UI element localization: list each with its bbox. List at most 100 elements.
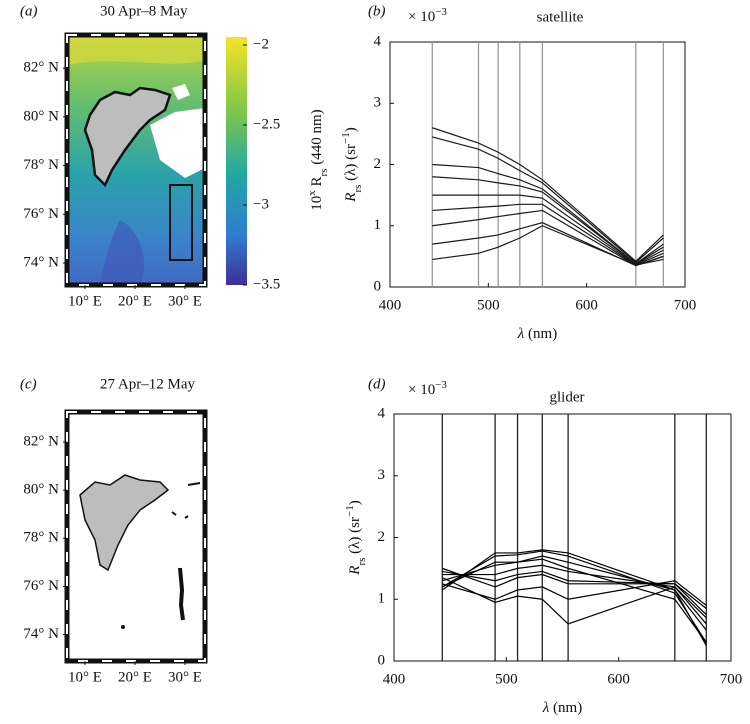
y-tick-label: 76° N — [23, 578, 59, 594]
colorbar-label-part: rs — [318, 168, 330, 176]
axis-multiplier: × 10−3 — [408, 6, 447, 26]
y-tick-label: 80° N — [23, 482, 59, 498]
colorbar-label-part: (440 nm) — [309, 109, 325, 168]
panel-label: (a) — [20, 3, 38, 19]
colorbar-label-part: R — [309, 176, 325, 190]
spectrum — [432, 176, 664, 265]
x-tick-label: 10° E — [68, 669, 102, 685]
y-tick-label: 3 — [378, 467, 386, 483]
x-tick-label: 500 — [495, 671, 518, 687]
colorbar-tick-label: −3.5 — [253, 276, 280, 292]
y-tick-label: 82° N — [23, 434, 59, 450]
x-tick-label: 700 — [720, 671, 743, 687]
colorbar-tick-label: −2.5 — [253, 116, 280, 132]
y-tick-label: 4 — [374, 33, 382, 49]
x-tick-label: 30° E — [168, 293, 202, 309]
y-tick-label: 4 — [378, 405, 386, 421]
x-tick-label: 600 — [575, 297, 598, 313]
y-axis-label-part: R — [347, 566, 363, 576]
y-axis-label-part: rs — [352, 185, 364, 193]
y-axis-label-part: −1 — [340, 132, 352, 144]
axis-multiplier-part: −3 — [435, 6, 447, 18]
x-axis-label-part: λ — [517, 326, 525, 342]
ice — [150, 108, 205, 178]
y-tick-label: 1 — [374, 217, 382, 233]
y-axis-label-part: ) — [347, 500, 363, 505]
colorbar-label-part: 10 — [309, 196, 325, 211]
axis-multiplier: × 10−3 — [408, 379, 447, 399]
plot-area — [393, 413, 732, 662]
panel-label: (b) — [368, 3, 386, 19]
y-tick-label: 78° N — [23, 157, 59, 173]
spectrum — [442, 550, 707, 643]
panel-title: 27 Apr–12 May — [100, 376, 195, 392]
y-axis-label-part: rs — [356, 558, 368, 566]
panel-title: glider — [550, 389, 585, 405]
y-tick-label: 82° N — [23, 60, 59, 76]
panel-label: (c) — [20, 376, 37, 392]
x-tick-label: 30° E — [168, 669, 202, 685]
spectrum — [432, 127, 664, 263]
spectrum — [432, 225, 664, 266]
x-tick-label: 700 — [674, 297, 697, 313]
x-axis-label: λ (nm) — [517, 326, 557, 342]
spectrum — [432, 194, 664, 266]
colorbar-tick-label: −3 — [253, 196, 269, 212]
x-tick-label: 400 — [379, 297, 402, 313]
spectrum — [442, 577, 707, 625]
land — [83, 86, 172, 188]
y-axis-label-part: −1 — [344, 505, 356, 517]
coast-fragment — [171, 482, 201, 519]
x-axis-label-part: (nm) — [524, 326, 557, 342]
colorbar-tick-label: −2 — [253, 36, 269, 52]
sea-patch — [100, 220, 144, 285]
land — [79, 474, 170, 572]
colorbar — [226, 37, 247, 285]
map-field — [67, 412, 205, 661]
y-axis-label: Rrs (λ) (sr−1) — [340, 127, 364, 202]
ice — [172, 84, 190, 100]
y-axis-label: Rrs (λ) (sr−1) — [344, 500, 368, 575]
y-tick-label: 80° N — [23, 108, 59, 124]
spectrum — [442, 564, 707, 619]
panel-label: (d) — [368, 376, 386, 392]
map-a — [64, 32, 247, 288]
y-tick-label: 2 — [374, 156, 382, 172]
x-axis-label-part: λ — [542, 700, 550, 716]
y-tick-label: 0 — [374, 278, 382, 294]
spectrum — [442, 580, 707, 606]
panel-title: satellite — [537, 9, 584, 25]
y-axis-label-part: R — [343, 193, 359, 203]
map-c — [64, 409, 208, 664]
y-tick-label: 0 — [378, 652, 386, 668]
y-axis-label-part: (λ) (sr — [343, 144, 359, 185]
y-axis-label-part: ) — [343, 127, 359, 132]
x-tick-label: 20° E — [118, 293, 152, 309]
sea-patch — [67, 35, 205, 65]
axis-multiplier-part: × 10 — [408, 382, 435, 398]
spectrum — [432, 222, 664, 267]
y-tick-label: 1 — [378, 591, 386, 607]
map-frame — [66, 34, 206, 286]
colorbar-label-part: x — [306, 190, 318, 196]
y-tick-label: 2 — [378, 529, 386, 545]
axis-multiplier-part: −3 — [435, 379, 447, 391]
island — [121, 625, 125, 629]
y-tick-label: 74° N — [23, 626, 59, 642]
spectrum — [442, 558, 707, 643]
colorbar-label: 10x Rrs (440 nm) — [306, 109, 330, 210]
x-axis-label: λ (nm) — [542, 700, 582, 716]
x-tick-label: 600 — [607, 671, 630, 687]
spectrum — [442, 570, 707, 616]
axis-multiplier-part: × 10 — [408, 9, 435, 25]
study-box — [169, 184, 193, 261]
x-axis-label-part: (nm) — [549, 700, 582, 716]
x-tick-label: 500 — [477, 297, 500, 313]
y-tick-label: 74° N — [23, 255, 59, 271]
spectrum — [442, 555, 707, 631]
x-tick-label: 10° E — [68, 293, 102, 309]
panel-title: 30 Apr–8 May — [100, 3, 188, 19]
y-tick-label: 76° N — [23, 206, 59, 222]
y-tick-label: 78° N — [23, 530, 59, 546]
